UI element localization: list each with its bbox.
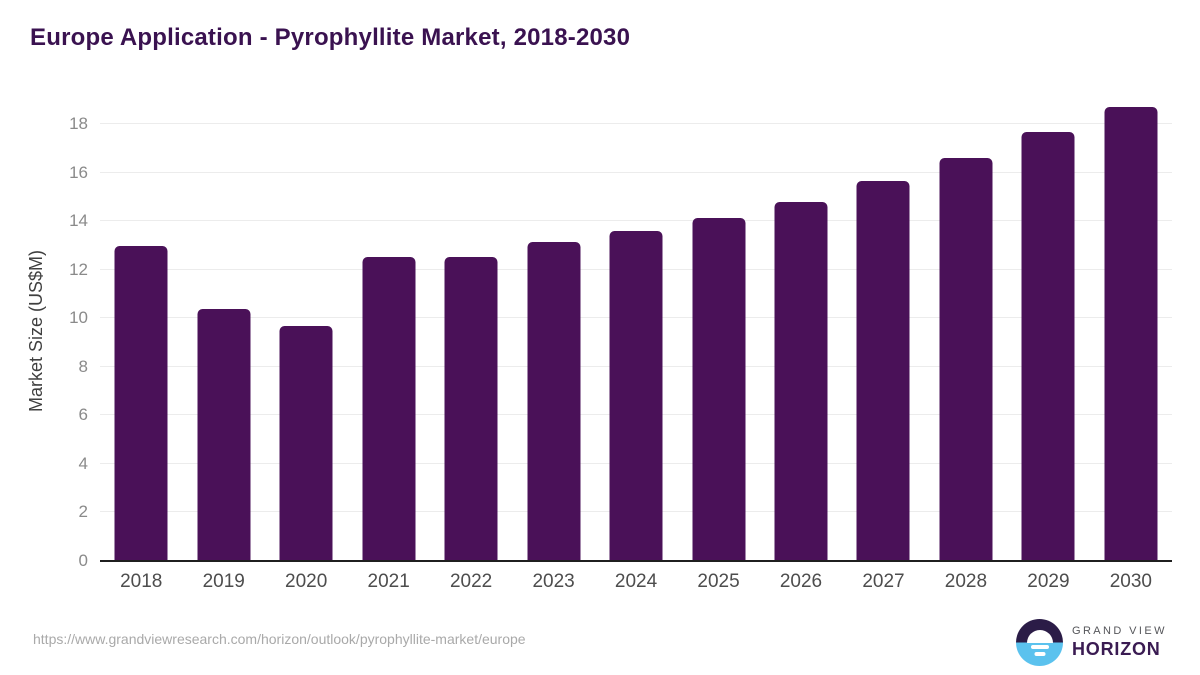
bar-2025: [692, 217, 746, 561]
bar-column-2019: [182, 100, 264, 561]
plot-area: [100, 100, 1172, 562]
bar-column-2020: [265, 100, 347, 561]
x-axis-label-2020: 2020: [285, 571, 328, 592]
y-tick-label-2: 2: [78, 502, 88, 522]
bar-column-2027: [842, 100, 924, 561]
x-axis-label-2018: 2018: [120, 571, 163, 592]
y-tick-label-8: 8: [78, 356, 88, 376]
source-url: https://www.grandviewresearch.com/horizo…: [33, 631, 526, 647]
x-axis-label-2022: 2022: [449, 571, 493, 592]
sun-reflection-bar: [1030, 645, 1049, 649]
x-axis-label-2026: 2026: [779, 571, 823, 592]
bar-column-2018: [100, 100, 182, 561]
logo-text-horizon: HORIZON: [1072, 639, 1161, 659]
bar-2022: [444, 256, 498, 561]
x-axis-label-2019: 2019: [202, 571, 245, 592]
x-axis-label-2030: 2030: [1109, 571, 1152, 592]
y-tick-label-10: 10: [69, 308, 88, 328]
y-tick-label-0: 0: [78, 551, 88, 570]
bar-2027: [856, 181, 910, 561]
bar-column-2022: [430, 100, 512, 561]
bar-2029: [1021, 131, 1075, 561]
bar-column-2023: [512, 100, 594, 561]
bar-column-2030: [1090, 100, 1172, 561]
horizon-sun-icon: [1016, 619, 1063, 666]
bar-column-2024: [595, 100, 677, 561]
sun-reflection-bar: [1034, 652, 1045, 656]
bar-column-2021: [347, 100, 429, 561]
bar-column-2026: [760, 100, 842, 561]
chart-title: Europe Application - Pyrophyllite Market…: [30, 24, 631, 51]
x-axis-label-2028: 2028: [944, 571, 988, 592]
y-tick-label-6: 6: [78, 405, 88, 425]
x-axis-label-2029: 2029: [1027, 571, 1070, 592]
bar-2028: [939, 158, 993, 561]
x-axis-labels: 2018 2019 2020 2021 2022 2023 2024 2025 2026 2027…: [100, 571, 1172, 593]
y-tick-label-12: 12: [69, 259, 88, 279]
x-axis-label-2021: 2021: [367, 571, 410, 592]
x-axis-label-2023: 2023: [532, 571, 575, 592]
gridline-18: [100, 123, 1172, 125]
y-axis-ticks: 0 2 4 6 8 10 12 14 16 18: [30, 100, 88, 570]
x-axis-label-2025: 2025: [697, 571, 740, 592]
gridline-14: [100, 220, 1172, 222]
bar-column-2029: [1007, 100, 1089, 561]
logo-text: GRAND VIEW HORIZON: [1072, 625, 1167, 660]
bar-column-2025: [677, 100, 759, 561]
y-tick-label-18: 18: [69, 114, 88, 134]
x-axis-line: [100, 560, 1172, 562]
bar-2026: [774, 201, 828, 561]
grandview-horizon-logo: GRAND VIEW HORIZON: [1016, 619, 1167, 666]
logo-text-grand-view: GRAND VIEW: [1072, 625, 1167, 637]
bar-2024: [609, 231, 663, 561]
bar-2023: [527, 241, 581, 561]
bar-column-2028: [925, 100, 1007, 561]
gridline-16: [100, 171, 1172, 173]
y-tick-label-14: 14: [69, 211, 88, 231]
bar-2030: [1104, 107, 1158, 561]
y-tick-label-4: 4: [78, 453, 88, 473]
bar-2020: [279, 325, 333, 561]
bar-series: [100, 100, 1172, 561]
bar-2018: [114, 245, 168, 561]
bar-2021: [362, 256, 416, 561]
bar-2019: [197, 308, 251, 561]
x-axis-label-2024: 2024: [614, 571, 658, 592]
y-tick-label-16: 16: [69, 162, 88, 182]
sun-shape: [1026, 629, 1053, 643]
x-axis-label-2027: 2027: [862, 571, 905, 592]
